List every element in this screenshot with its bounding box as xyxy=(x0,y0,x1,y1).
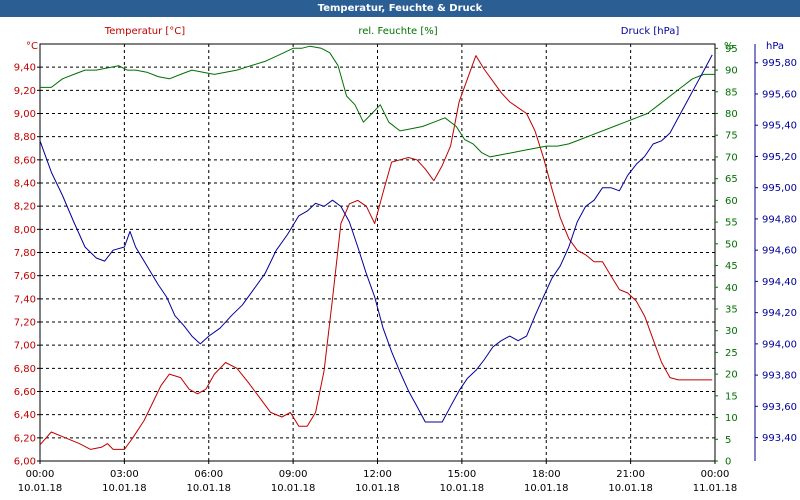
temperature-tick-label: 7,00 xyxy=(14,341,36,352)
humidity-tick-label: 60 xyxy=(725,196,738,207)
grid xyxy=(39,44,716,462)
temperature-tick-label: 8,60 xyxy=(14,155,36,166)
time-tick-label: 03:00 xyxy=(110,469,139,480)
time-tick-label: 21:00 xyxy=(616,469,645,480)
time-tick-label: 12:00 xyxy=(363,469,392,480)
date-tick-label: 10.01.18 xyxy=(18,483,63,494)
humidity-tick-label: 35 xyxy=(725,304,738,315)
humidity-tick-label: 25 xyxy=(725,348,738,359)
temperature-tick-label: 9,40 xyxy=(14,63,36,74)
date-tick-label: 10.01.18 xyxy=(271,483,316,494)
humidity-tick-label: 40 xyxy=(725,283,738,294)
humidity-tick-label: 65 xyxy=(725,174,738,185)
temperature-tick-label: 6,60 xyxy=(14,387,36,398)
time-tick-label: 00:00 xyxy=(701,469,730,480)
pressure-series-label: Druck [hPa] xyxy=(621,26,680,37)
time-axis: 00:00 10.01.18 03:00 10.01.18 06:00 10.01.18 0… xyxy=(18,461,738,494)
pressure-unit-label: hPa xyxy=(766,41,784,52)
pressure-tick-label: 994,20 xyxy=(762,308,797,319)
temperature-tick-label: 6,20 xyxy=(14,433,36,444)
pressure-tick-label: 995,00 xyxy=(762,183,797,194)
temperature-tick-label: 8,20 xyxy=(14,202,36,213)
pressure-tick-label: 995,80 xyxy=(762,58,797,69)
pressure-tick-label: 993,40 xyxy=(762,433,797,444)
pressure-tick-label: 995,60 xyxy=(762,89,797,100)
temperature-tick-label: 7,20 xyxy=(14,318,36,329)
pressure-series-line xyxy=(39,54,713,423)
humidity-tick-label: 85 xyxy=(725,87,738,98)
time-tick-label: 18:00 xyxy=(532,469,561,480)
pressure-tick-label: 995,40 xyxy=(762,121,797,132)
pressure-axis: 993,40 993,60 993,80 994,00 994,20 994,40 994,… xyxy=(754,44,797,461)
temperature-tick-label: 6,80 xyxy=(14,364,36,375)
humidity-tick-label: 20 xyxy=(725,370,738,381)
date-tick-label: 10.01.18 xyxy=(355,483,400,494)
humidity-tick-label: 30 xyxy=(725,326,738,337)
temperature-series-label: Temperatur [°C] xyxy=(104,26,185,37)
humidity-tick-label: 90 xyxy=(725,66,738,77)
pressure-tick-label: 994,40 xyxy=(762,277,797,288)
humidity-tick-label: 45 xyxy=(725,261,738,272)
pressure-tick-label: 993,80 xyxy=(762,371,797,382)
humidity-series-label: rel. Feuchte [%] xyxy=(358,26,437,37)
pressure-tick-label: 995,20 xyxy=(762,152,797,163)
date-tick-label: 11.01.18 xyxy=(693,483,738,494)
time-tick-label: 09:00 xyxy=(279,469,308,480)
humidity-axis: 0 5 10 15 20 25 30 35 40 45 50 55 60 65 70 75 80 85 90 95 xyxy=(715,44,738,468)
pressure-tick-label: 993,60 xyxy=(762,402,797,413)
temperature-tick-label: 7,60 xyxy=(14,271,36,282)
temperature-series-line xyxy=(39,55,713,450)
temperature-tick-label: 8,40 xyxy=(14,179,36,190)
temperature-axis: 6,00 6,20 6,40 6,60 6,80 7,00 7,20 7,40 7,60 7,80… xyxy=(14,63,40,468)
date-tick-label: 10.01.18 xyxy=(440,483,485,494)
date-tick-label: 10.01.18 xyxy=(186,483,231,494)
temperature-tick-label: 6,40 xyxy=(14,410,36,421)
pressure-tick-label: 994,00 xyxy=(762,339,797,350)
time-tick-label: 15:00 xyxy=(447,469,476,480)
pressure-tick-label: 994,80 xyxy=(762,214,797,225)
humidity-tick-label: 15 xyxy=(725,391,738,402)
humidity-tick-label: 5 xyxy=(725,435,731,446)
humidity-tick-label: 80 xyxy=(725,109,738,120)
chart-title-bar: Temperatur, Feuchte & Druck xyxy=(0,0,800,17)
humidity-tick-label: 95 xyxy=(725,44,738,55)
date-tick-label: 10.01.18 xyxy=(608,483,653,494)
time-tick-label: 00:00 xyxy=(26,469,55,480)
temperature-unit-label: °C xyxy=(26,41,38,52)
temperature-tick-label: 9,00 xyxy=(14,109,36,120)
time-tick-label: 06:00 xyxy=(194,469,223,480)
temperature-tick-label: 7,80 xyxy=(14,248,36,259)
series-lines xyxy=(39,45,715,450)
chart-title: Temperatur, Feuchte & Druck xyxy=(317,3,483,14)
temperature-tick-label: 6,00 xyxy=(14,457,36,468)
humidity-unit-label: % xyxy=(724,41,734,52)
temperature-tick-label: 9,20 xyxy=(14,86,36,97)
temperature-tick-label: 7,40 xyxy=(14,294,36,305)
pressure-tick-label: 994,60 xyxy=(762,246,797,257)
humidity-tick-label: 70 xyxy=(725,152,738,163)
humidity-tick-label: 55 xyxy=(725,218,738,229)
chart-canvas: Temperatur [°C] rel. Feuchte [%] Druck [… xyxy=(14,26,797,494)
humidity-tick-label: 0 xyxy=(725,457,731,468)
humidity-series-line xyxy=(40,45,715,158)
humidity-tick-label: 10 xyxy=(725,413,738,424)
temperature-tick-label: 8,80 xyxy=(14,132,36,143)
humidity-tick-label: 75 xyxy=(725,131,738,142)
date-tick-label: 10.01.18 xyxy=(524,483,569,494)
temperature-tick-label: 8,00 xyxy=(14,225,36,236)
humidity-tick-label: 50 xyxy=(725,239,738,250)
date-tick-label: 10.01.18 xyxy=(102,483,147,494)
